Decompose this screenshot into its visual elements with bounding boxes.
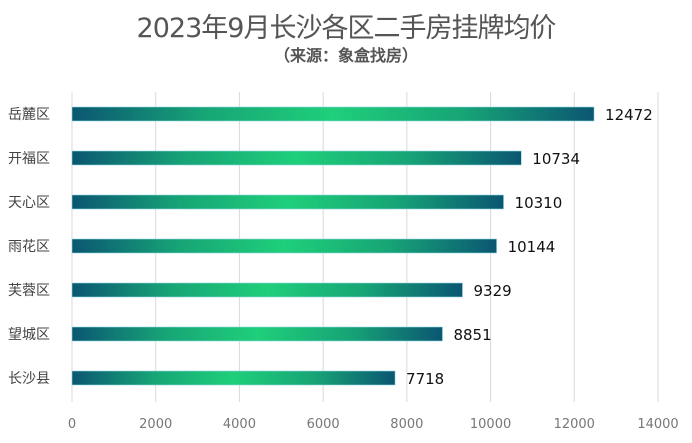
x-tick-label: 6000: [307, 417, 340, 432]
chart-title: 2023年9月长沙各区二手房挂牌均价: [136, 13, 557, 44]
data-label: 10734: [532, 150, 580, 168]
data-label: 12472: [605, 106, 653, 124]
bar: [71, 194, 504, 210]
category-label: 芙蓉区: [8, 282, 50, 299]
x-tick-label: 4000: [223, 417, 256, 432]
category-label: 天心区: [8, 195, 50, 211]
bar: [71, 370, 396, 386]
data-label: 8851: [453, 326, 491, 344]
category-label: 长沙县: [8, 371, 50, 387]
category-label: 岳麓区: [8, 107, 50, 123]
x-tick-label: 8000: [390, 417, 423, 432]
data-label: 9329: [473, 282, 511, 300]
data-label: 10310: [515, 194, 563, 212]
category-label: 开福区: [8, 151, 50, 167]
bar: [71, 150, 522, 166]
x-tick-label: 0: [68, 417, 76, 432]
x-tick-label: 2000: [139, 417, 172, 432]
bar: [71, 106, 595, 122]
x-tick-label: 14000: [637, 417, 678, 432]
category-label: 望城区: [8, 327, 50, 343]
x-tick-label: 12000: [554, 417, 595, 432]
x-tick-label: 10000: [470, 417, 511, 432]
bar: [71, 282, 463, 298]
chart-subtitle: （来源：象盒找房）: [273, 46, 418, 65]
bar: [71, 326, 443, 342]
data-label: 7718: [406, 370, 444, 388]
data-label: 10144: [508, 238, 556, 256]
bar: [71, 238, 497, 254]
category-label: 雨花区: [8, 239, 50, 255]
